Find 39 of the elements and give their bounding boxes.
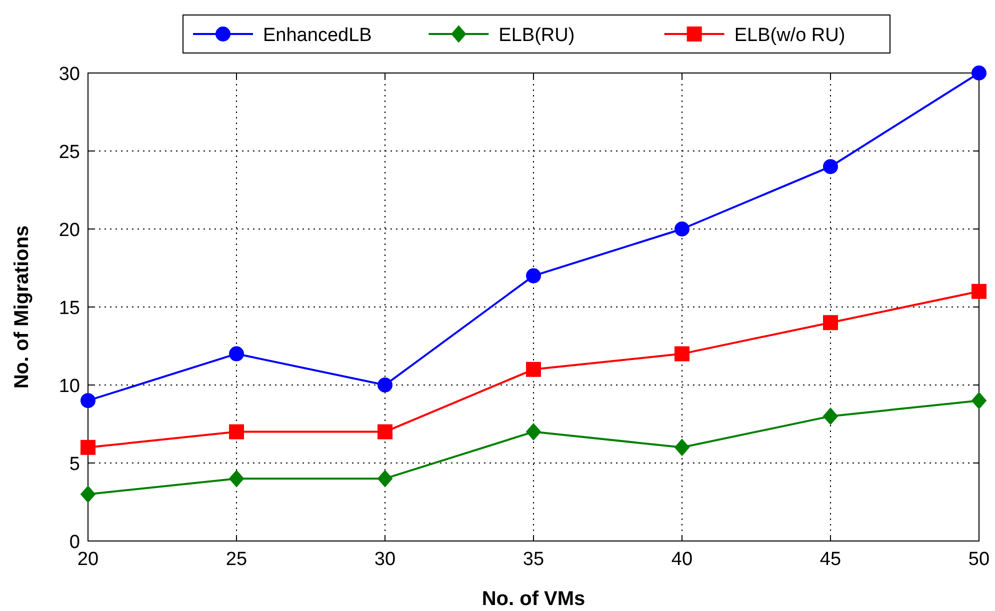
x-tick-label: 40 xyxy=(671,549,693,570)
legend-label: EnhancedLB xyxy=(263,25,372,46)
point xyxy=(378,470,392,488)
y-tick-label: 25 xyxy=(58,142,80,163)
point xyxy=(378,378,392,392)
y-tick-label: 15 xyxy=(58,298,80,319)
y-tick-label: 20 xyxy=(58,220,80,241)
point xyxy=(526,268,541,284)
point xyxy=(674,438,690,456)
point xyxy=(674,222,690,236)
point xyxy=(80,440,96,455)
point xyxy=(972,392,986,410)
x-tick-label: 30 xyxy=(374,549,396,570)
point xyxy=(823,159,838,174)
x-tick-label: 25 xyxy=(226,549,248,570)
point xyxy=(674,346,690,362)
y-tick-label: 10 xyxy=(58,376,80,397)
point xyxy=(972,66,986,80)
point xyxy=(229,470,244,488)
point xyxy=(80,486,96,503)
point xyxy=(526,362,541,377)
point xyxy=(229,346,244,362)
point xyxy=(823,315,838,330)
legend-label: ELB(RU) xyxy=(498,25,575,46)
point xyxy=(823,408,838,425)
point xyxy=(229,424,244,440)
y-axis-title: No. of Migrations xyxy=(11,225,33,389)
point xyxy=(378,424,392,440)
x-tick-label: 45 xyxy=(820,549,842,570)
x-axis-title: No. of VMs xyxy=(482,588,586,610)
y-tick-label: 30 xyxy=(58,64,80,85)
x-tick-label: 50 xyxy=(968,549,990,570)
point xyxy=(972,284,986,299)
legend-label: ELB(w/o RU) xyxy=(734,25,846,46)
y-tick-label: 0 xyxy=(69,532,80,553)
point xyxy=(80,393,96,408)
point xyxy=(526,423,541,440)
x-tick-label: 35 xyxy=(522,549,544,570)
y-tick-label: 5 xyxy=(69,454,80,475)
